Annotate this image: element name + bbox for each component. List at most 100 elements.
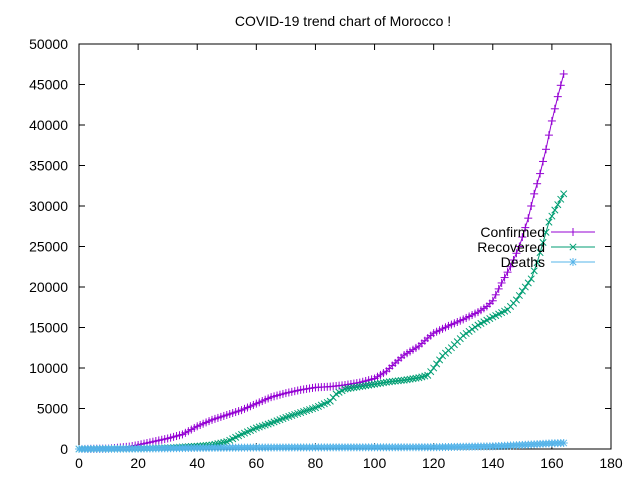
legend-entry-recovered: Recovered [477,239,595,255]
data-point [530,189,539,198]
data-point [471,323,479,331]
series-layer [75,69,568,453]
data-point [412,374,420,382]
data-point [539,238,547,247]
data-point [503,268,512,277]
data-point [547,116,556,125]
legend-marker [569,258,577,266]
legend-label: Deaths [501,254,545,270]
data-point [341,385,349,393]
y-tick-label: 0 [60,441,68,457]
data-point [551,206,559,214]
data-point [518,287,526,295]
x-tick-label: 180 [599,455,623,471]
data-point [379,379,387,387]
data-point [548,212,556,220]
data-point [506,262,515,271]
y-tick-label: 30000 [29,198,68,214]
data-point [356,383,364,391]
series-line-confirmed [78,73,565,450]
y-tick-label: 40000 [29,117,68,133]
data-point [430,364,438,372]
y-tick-label: 10000 [29,360,68,376]
x-tick-label: 60 [249,455,265,471]
data-point [462,329,470,338]
x-tick-label: 40 [189,455,205,471]
data-point [544,131,553,140]
data-point [560,190,568,198]
data-point [521,223,530,232]
data-point [400,376,408,384]
data-point [542,228,550,236]
data-point [353,383,361,391]
data-point [554,201,562,209]
data-point [468,325,476,333]
data-point [344,385,352,393]
data-point [373,380,382,388]
data-point [518,233,527,242]
data-point [382,378,390,386]
data-point [559,69,568,78]
data-point [557,195,565,203]
data-point [512,249,521,258]
x-tick-label: 20 [130,455,146,471]
data-point [527,202,536,210]
data-point [524,214,533,223]
y-tick-label: 15000 [29,320,68,336]
data-point [459,332,467,340]
x-tick-label: 140 [481,455,505,471]
data-point [403,376,411,384]
data-point [397,376,405,385]
data-point [433,360,441,368]
data-point [527,275,535,283]
data-point [465,327,473,335]
legend-label: Recovered [477,239,545,255]
y-tick-label: 45000 [29,77,68,93]
data-point [497,278,506,287]
data-point [388,377,396,385]
axes: 0 5000 10000 15000 20000 25000 30000 35000 40000… [29,36,623,471]
data-point [536,249,544,257]
series-deaths [75,439,568,453]
legend-label: Confirmed [480,224,545,240]
data-point [553,92,562,101]
data-point [368,381,376,389]
y-tick-label: 25000 [29,239,68,255]
data-point [362,382,370,390]
data-point [385,378,393,386]
series-confirmed [75,69,568,453]
legend-entry-deaths: Deaths [501,254,595,270]
data-point [409,375,417,383]
data-point [365,381,373,389]
x-tick-label: 160 [540,455,564,471]
data-point [512,296,520,304]
data-point [371,380,379,388]
legend-entry-confirmed: Confirmed [480,224,595,240]
data-point [394,377,402,385]
y-tick-label: 50000 [29,36,68,52]
data-point [533,179,542,188]
data-point [541,145,550,154]
data-point [533,259,541,267]
data-point [550,104,559,113]
data-point [515,291,523,300]
data-point [545,218,553,226]
x-tick-label: 80 [308,455,324,471]
data-point [491,290,500,299]
data-point [436,356,444,364]
data-point [509,256,518,264]
y-tick-label: 20000 [29,279,68,295]
data-point [376,379,385,387]
data-point [524,279,532,287]
x-tick-label: 0 [75,455,83,471]
legend-marker [569,228,577,236]
data-point [536,169,545,178]
x-tick-label: 100 [363,455,387,471]
data-point [556,81,565,90]
data-point [500,273,509,282]
data-point [494,284,503,293]
data-point [347,384,355,392]
data-point [350,384,358,392]
